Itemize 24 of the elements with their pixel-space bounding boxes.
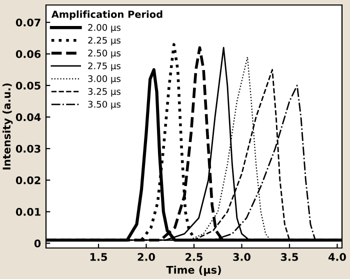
x-tick-label: 2.5 xyxy=(186,253,202,261)
y-tick-label: 0.03 xyxy=(16,144,40,153)
x-tick-label: 4.0 xyxy=(328,253,346,261)
x-tick-label: 3.0 xyxy=(233,253,250,261)
x-tick-label: 2.0 xyxy=(138,253,155,261)
y-tick-label: 0.02 xyxy=(16,176,40,184)
legend-title: Amplification Period xyxy=(51,10,162,20)
y-tick-label: 0.04 xyxy=(16,113,41,122)
y-tick-label: 0.01 xyxy=(16,208,40,216)
y-tick-label: 0.05 xyxy=(16,82,40,90)
x-tick-label: 3.5 xyxy=(280,253,298,261)
legend-label: 2.75 µs xyxy=(88,62,121,72)
y-tick-label: 0.06 xyxy=(16,50,41,58)
y-axis-title: Intensity (a.u.) xyxy=(2,83,13,170)
y-tick-label: 0.07 xyxy=(16,18,40,26)
legend-label: 2.00 µs xyxy=(88,24,121,33)
legend-label: 2.50 µs xyxy=(88,50,121,58)
legend-label: 2.25 µs xyxy=(88,36,121,46)
x-tick-label: 1.5 xyxy=(90,253,108,261)
legend-label: 3.50 µs xyxy=(88,100,121,110)
legend-label: 3.00 µs xyxy=(88,75,121,84)
legend-label: 3.25 µs xyxy=(88,88,121,97)
y-tick-label: 0 xyxy=(34,239,41,248)
x-axis-title: Time (µs) xyxy=(166,266,221,276)
